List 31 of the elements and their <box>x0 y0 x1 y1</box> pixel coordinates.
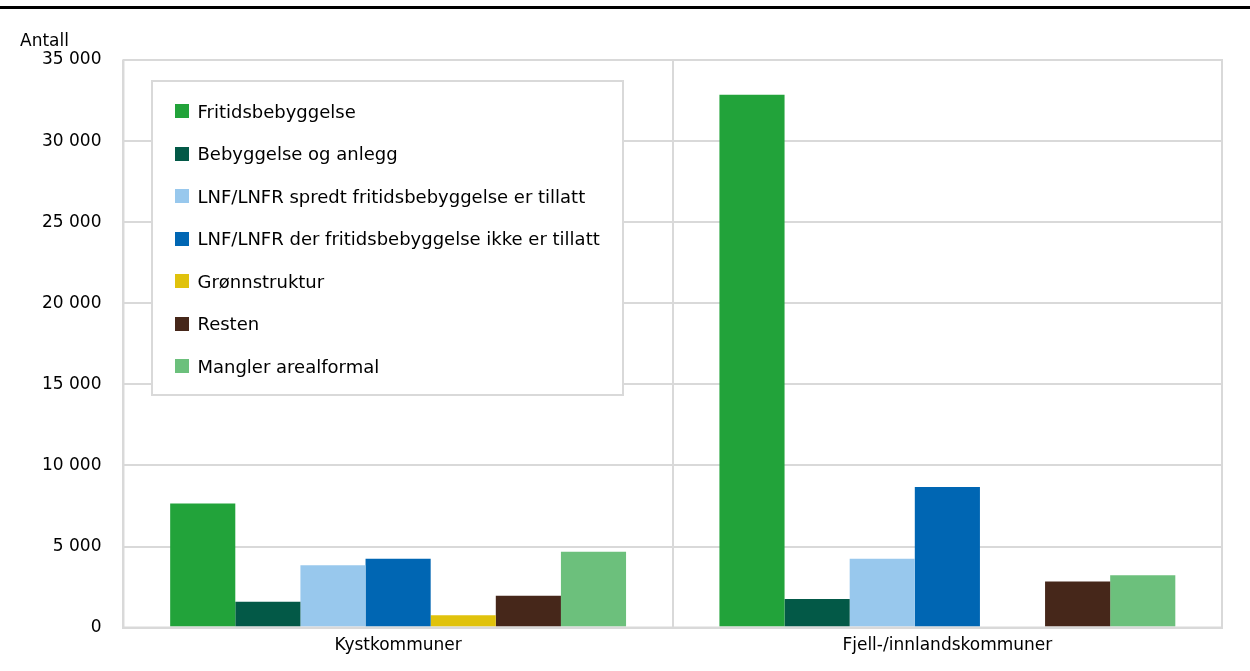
y-tick-label: 5 000 <box>52 534 102 555</box>
bar <box>235 601 301 627</box>
bar <box>495 595 561 627</box>
legend-label: Mangler arealformal <box>197 355 380 377</box>
y-axis-title: Antall <box>20 30 69 50</box>
bar <box>914 487 980 627</box>
legend-label: Resten <box>197 313 260 335</box>
y-tick-label: 30 000 <box>42 129 102 150</box>
bar <box>719 94 785 627</box>
y-tick-label: 20 000 <box>42 291 102 312</box>
x-tick-label: Fjell-/innlandskommuner <box>842 634 1053 655</box>
legend-label: Bebyggelse og anlegg <box>197 143 398 165</box>
legend-label: Fritidsbebyggelse <box>197 100 356 122</box>
bar <box>300 565 366 627</box>
bar <box>365 558 431 627</box>
y-tick-label: 35 000 <box>42 48 102 69</box>
bar <box>560 551 627 627</box>
legend-label: LNF/LNFR spredt fritidsbebyggelse er tillatt <box>197 185 586 207</box>
y-tick-label: 10 000 <box>42 453 102 474</box>
y-tick-label: 25 000 <box>42 210 102 231</box>
bar <box>170 503 236 627</box>
bar <box>1045 581 1111 627</box>
x-tick-label: Kystkommuner <box>334 634 462 655</box>
bar <box>430 615 496 627</box>
bar <box>784 598 850 627</box>
y-tick-label: 15 000 <box>42 372 102 393</box>
bar <box>1110 575 1176 627</box>
legend-label: Grønnstruktur <box>197 270 325 292</box>
y-tick-label: 0 <box>90 616 102 637</box>
bar <box>849 558 915 627</box>
legend-label: LNF/LNFR der fritidsbebyggelse ikke er tillatt <box>197 228 600 250</box>
